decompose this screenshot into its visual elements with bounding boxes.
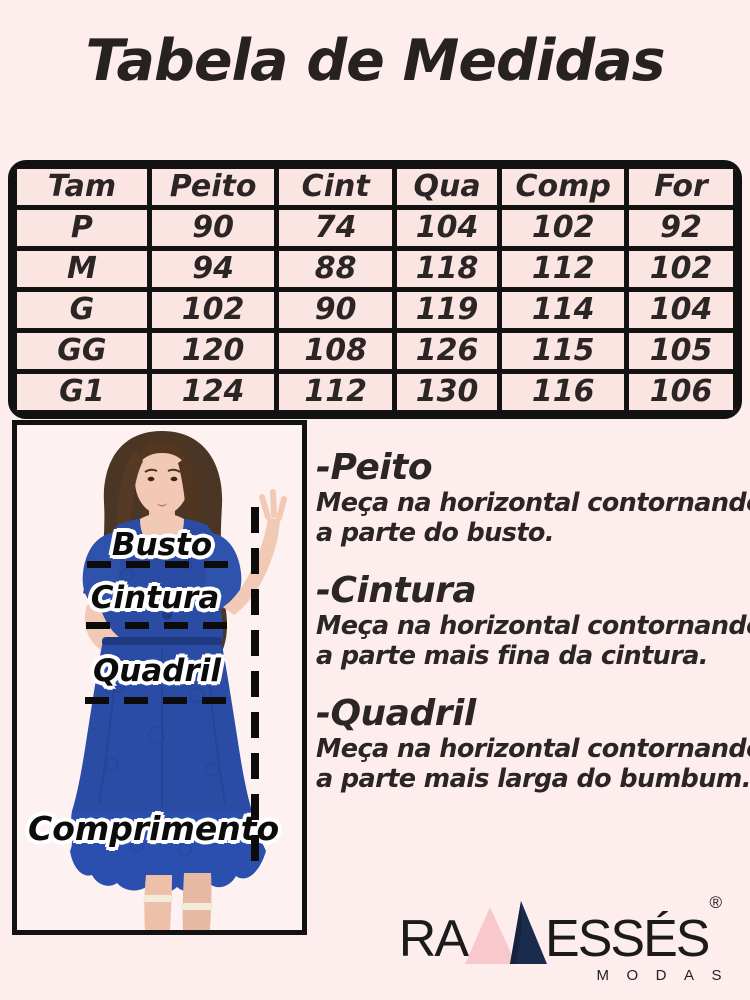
cell-value: 106 [624, 369, 738, 415]
instruction-text: Meça na horizontal contornando [316, 733, 750, 764]
cell-value: 115 [497, 328, 630, 374]
comprimento-label: Comprimento [28, 809, 280, 848]
model-photo [12, 420, 307, 935]
page-title: Tabela de Medidas [85, 28, 665, 94]
table-row: M 94 88 118 112 102 [12, 246, 738, 292]
quadril-label: Quadril [92, 653, 222, 689]
col-header-cint: Cint [274, 164, 397, 210]
busto-label: Busto [111, 527, 213, 563]
cell-size: G1 [12, 369, 152, 415]
table-row: P 90 74 104 102 92 [12, 205, 738, 251]
size-table: Tam Peito Cint Qua Comp For P 90 74 104 … [8, 160, 742, 419]
quadril-dashed-line [85, 697, 235, 704]
cell-value: 74 [274, 205, 397, 251]
logo-triangles-icon [465, 901, 548, 964]
instruction-heading: -Quadril [316, 693, 476, 734]
cell-value: 126 [391, 328, 503, 374]
busto-dashed-line [87, 561, 228, 568]
instruction-heading: -Peito [316, 447, 433, 488]
instruction-quadril: -Quadril Meça na horizontal contornando … [316, 693, 750, 794]
cell-value: 94 [146, 246, 280, 292]
cell-value: 124 [146, 369, 280, 415]
cell-value: 120 [146, 328, 280, 374]
cell-size: P [12, 205, 152, 251]
cell-value: 108 [274, 328, 397, 374]
cell-value: 90 [274, 287, 397, 333]
cell-value: 92 [624, 205, 738, 251]
brand-logo: RA ESSÉS ® MODAS [399, 894, 722, 983]
table-row: G1 124 112 130 116 106 [12, 369, 738, 415]
col-header-peito: Peito [146, 164, 280, 210]
cell-value: 112 [274, 369, 397, 415]
logo-text-esses: ESSÉS [545, 910, 710, 968]
logo-subtitle: MODAS [596, 967, 739, 984]
cell-value: 102 [624, 246, 738, 292]
table-header-row: Tam Peito Cint Qua Comp For [12, 164, 738, 210]
instruction-text: Meça na horizontal contornando [316, 487, 750, 518]
table-row: G 102 90 119 114 104 [12, 287, 738, 333]
instruction-text: a parte do busto. [316, 517, 555, 548]
registered-mark: ® [709, 893, 722, 912]
col-header-qua: Qua [391, 164, 503, 210]
cell-value: 102 [146, 287, 280, 333]
instruction-text: a parte mais larga do bumbum. [316, 763, 750, 794]
cell-value: 105 [624, 328, 738, 374]
instruction-peito: -Peito Meça na horizontal contornando a … [316, 447, 750, 548]
col-header-for: For [624, 164, 738, 210]
cell-value: 88 [274, 246, 397, 292]
cell-size: G [12, 287, 152, 333]
cell-value: 112 [497, 246, 630, 292]
cell-size: M [12, 246, 152, 292]
cell-value: 114 [497, 287, 630, 333]
logo-text-ra: RA [398, 910, 469, 968]
model-illustration [17, 425, 302, 930]
cell-value: 102 [497, 205, 630, 251]
cell-value: 104 [624, 287, 738, 333]
cintura-label: Cintura [90, 580, 220, 616]
cell-size: GG [12, 328, 152, 374]
cell-value: 90 [146, 205, 280, 251]
cell-value: 130 [391, 369, 503, 415]
cell-value: 118 [391, 246, 503, 292]
instruction-text: a parte mais fina da cintura. [316, 640, 709, 671]
cintura-dashed-line [86, 622, 227, 629]
length-dashed-line [251, 507, 259, 861]
table-row: GG 120 108 126 115 105 [12, 328, 738, 374]
instruction-heading: -Cintura [316, 570, 477, 611]
cell-value: 119 [391, 287, 503, 333]
col-header-tam: Tam [12, 164, 152, 210]
cell-value: 104 [391, 205, 503, 251]
instruction-cintura: -Cintura Meça na horizontal contornando … [316, 570, 750, 671]
instruction-text: Meça na horizontal contornando [316, 610, 750, 641]
cell-value: 116 [497, 369, 630, 415]
col-header-comp: Comp [497, 164, 630, 210]
